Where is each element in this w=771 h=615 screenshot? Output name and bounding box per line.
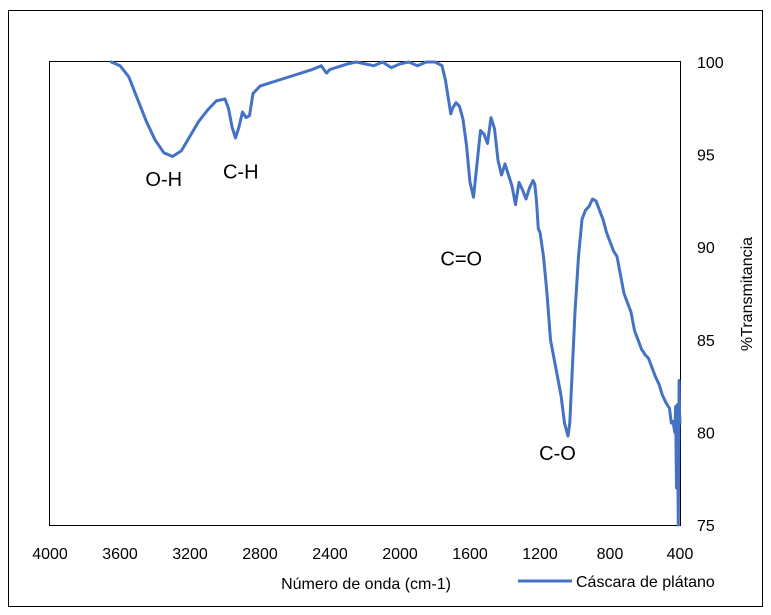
annotation-label: C=O	[440, 249, 482, 271]
x-axis-ticks: 4000 3600 3200 2800 2400 2000 1600 1200 800 400	[32, 546, 693, 563]
x-tick-label: 4000	[32, 546, 68, 563]
x-tick-label: 800	[597, 546, 624, 563]
plot-area	[49, 61, 681, 526]
x-tick-label: 2000	[382, 546, 418, 563]
y-tick-label: 90	[697, 240, 715, 257]
y-axis-ticks: 75 80 85 90 95 100	[697, 55, 724, 535]
peak-annotations: O-H C-H C=O C-O	[145, 162, 575, 466]
x-tick-label: 2400	[312, 546, 348, 563]
y-axis-title: %Transmitancia	[739, 237, 756, 351]
annotation-label: C-H	[223, 162, 259, 184]
y-tick-label: 80	[697, 425, 715, 442]
annotation-label: C-O	[539, 443, 576, 465]
x-tick-label: 2800	[242, 546, 278, 563]
chart-frame	[8, 10, 763, 607]
x-tick-label: 1200	[522, 546, 558, 563]
x-axis-title: Número de onda (cm-1)	[281, 576, 451, 593]
x-tick-label: 1600	[452, 546, 488, 563]
y-tick-label: 75	[697, 518, 715, 535]
x-tick-label: 3600	[102, 546, 138, 563]
x-tick-label: 3200	[172, 546, 208, 563]
annotation-label: O-H	[145, 169, 182, 191]
legend-label: Cáscara de plátano	[576, 574, 715, 591]
y-tick-label: 95	[697, 148, 715, 165]
series-line-cascara-de-platano	[109, 60, 682, 527]
y-tick-label: 85	[697, 333, 715, 350]
y-tick-label: 100	[697, 55, 724, 72]
x-tick-label: 400	[667, 546, 694, 563]
legend: Cáscara de plátano	[518, 574, 715, 591]
